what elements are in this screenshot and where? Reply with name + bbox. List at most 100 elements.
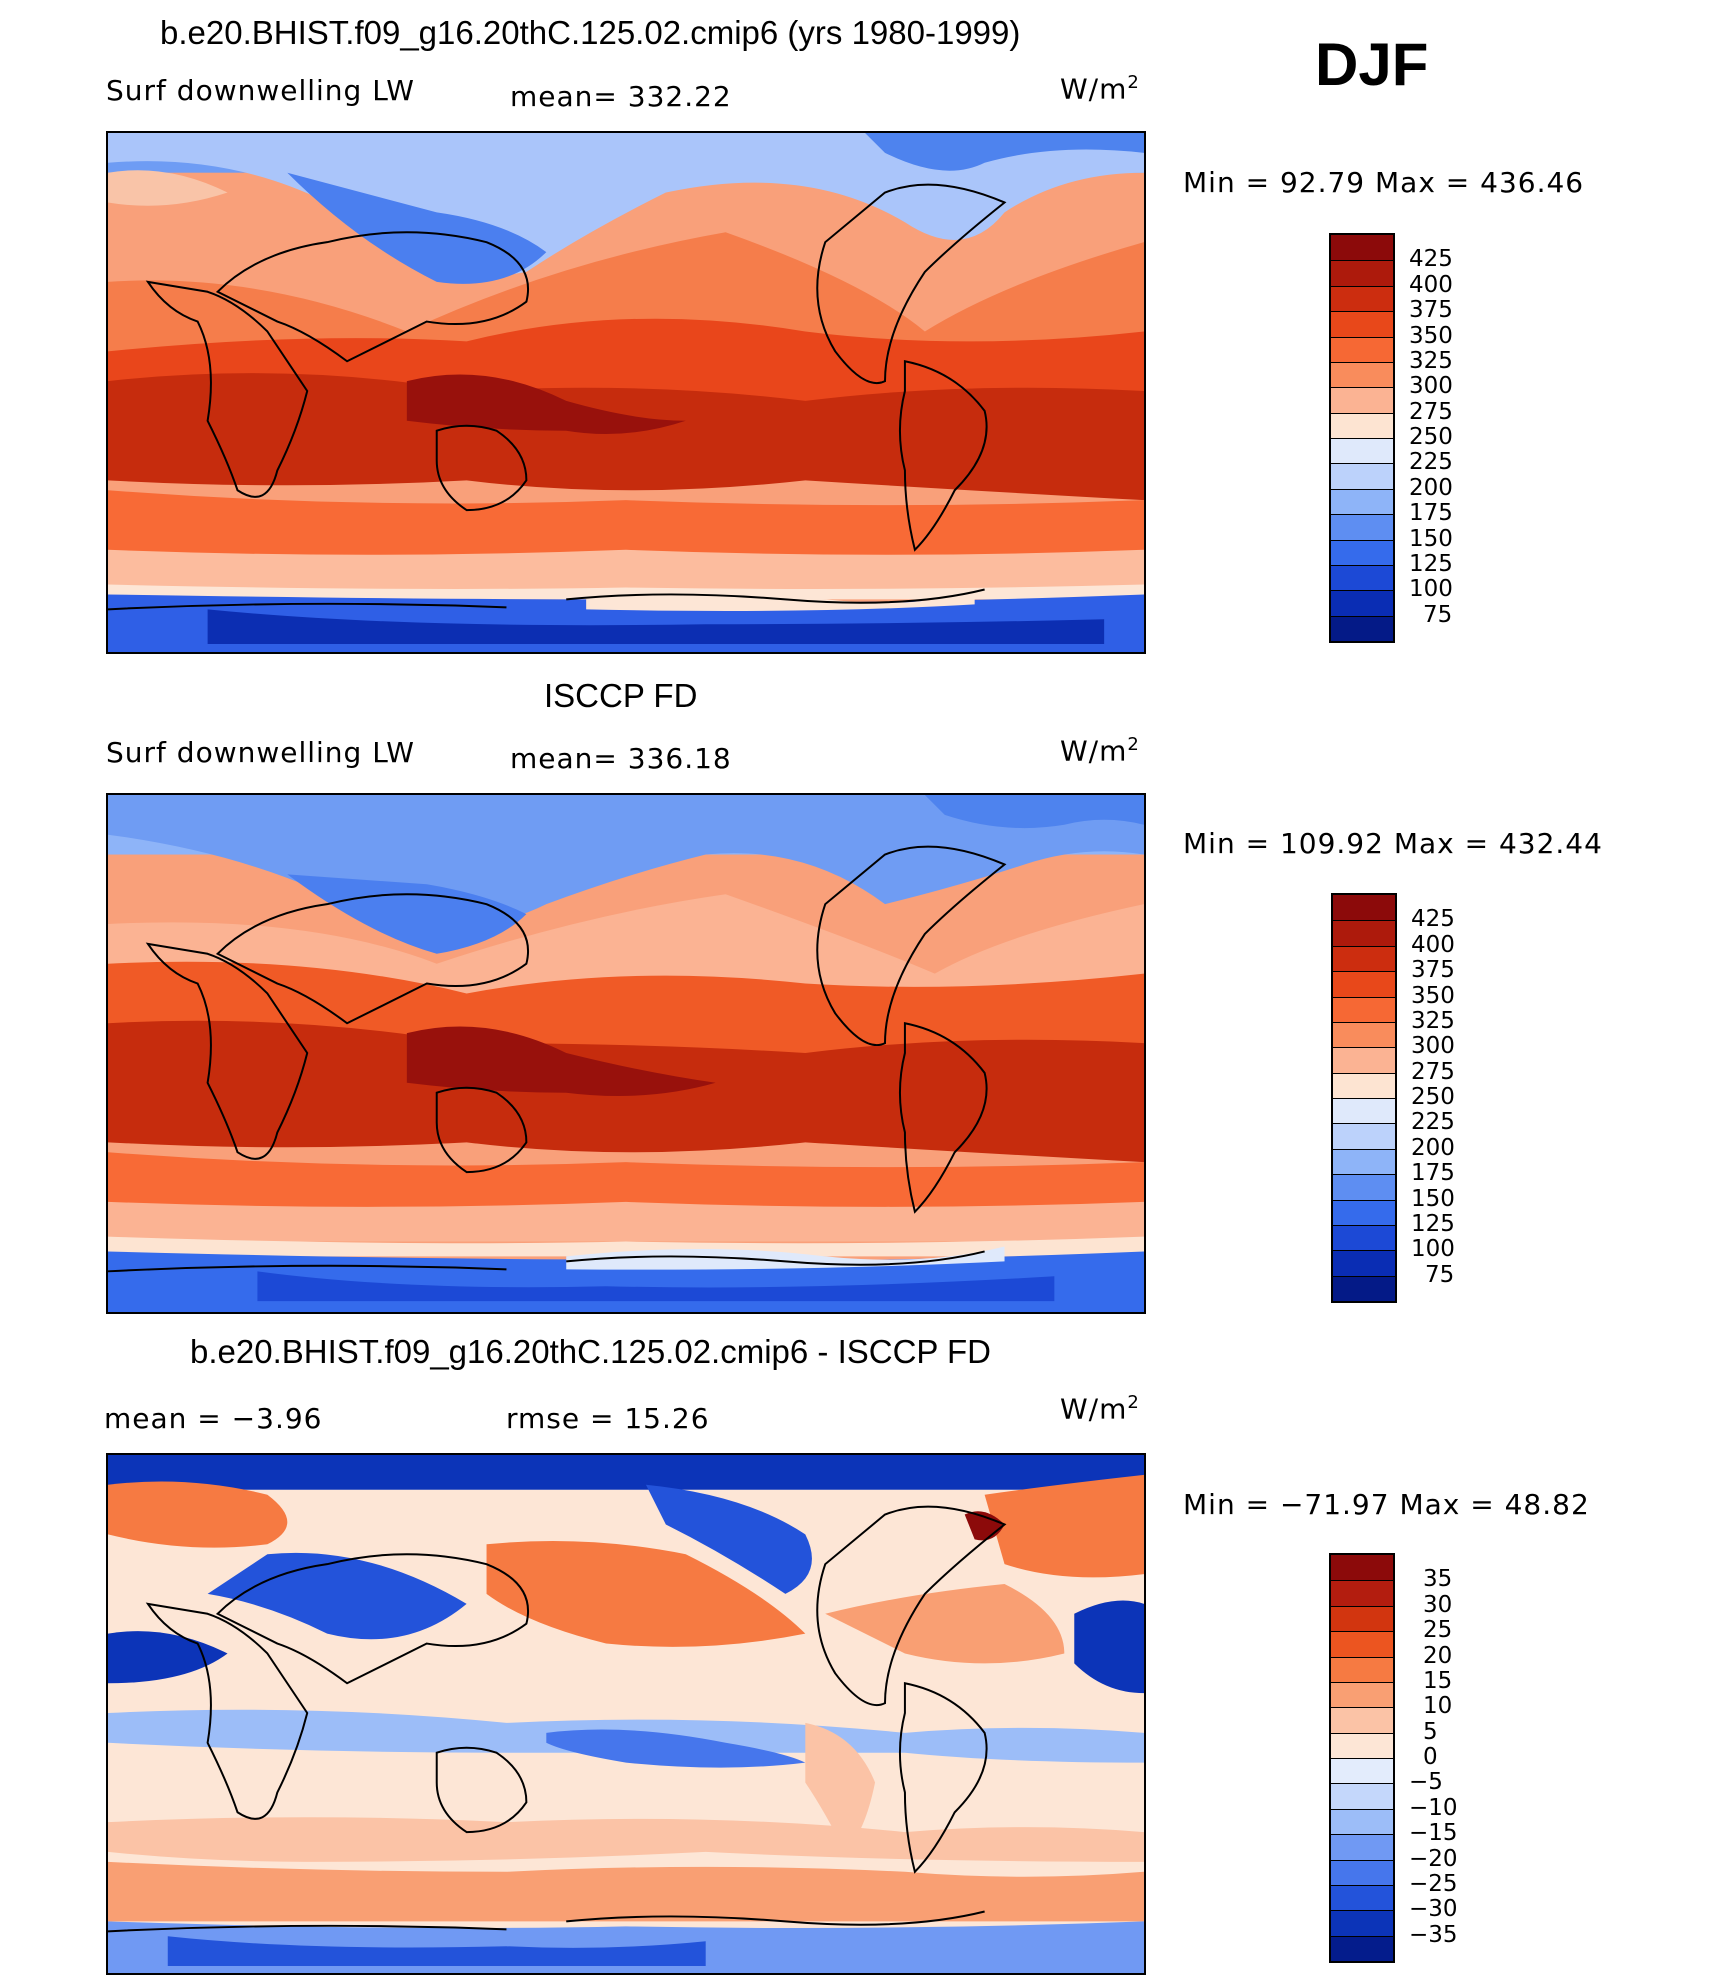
- colorbar-swatch: [1331, 488, 1393, 515]
- colorbar-tick-label: 75: [1425, 1261, 1455, 1288]
- colorbar-tick-label: 125: [1409, 550, 1453, 577]
- map-panel-diff: [106, 1453, 1146, 1975]
- colorbar-swatch: [1331, 387, 1393, 413]
- colorbar-swatch: [1331, 1707, 1393, 1733]
- colorbar-swatch: [1333, 945, 1395, 972]
- colorbar-tick-label: 150: [1411, 1185, 1455, 1212]
- world-map-obs: [108, 795, 1144, 1312]
- colorbar-tick-label: −15: [1409, 1820, 1458, 1847]
- colorbar-swatch: [1331, 235, 1393, 261]
- colorbar-tick-label: 250: [1411, 1084, 1455, 1110]
- colorbar-swatch: [1331, 1732, 1393, 1758]
- colorbar-swatch: [1331, 311, 1393, 337]
- colorbar-swatch: [1333, 1098, 1395, 1124]
- colorbar-swatch: [1333, 1047, 1395, 1073]
- colorbar-swatch: [1331, 1834, 1393, 1860]
- minmax-label-model: Min = 92.79 Max = 436.46: [1183, 166, 1585, 199]
- colorbar-tick-label: 175: [1409, 500, 1453, 527]
- colorbar-tick-label: 25: [1423, 1617, 1453, 1644]
- units-label-model: W/m2: [1060, 72, 1140, 106]
- colorbar-obs: [1331, 893, 1397, 1303]
- panel-title-obs: ISCCP FD: [544, 677, 698, 714]
- colorbar-tick-label: 100: [1409, 576, 1453, 603]
- colorbar-tick-label: 5: [1423, 1718, 1438, 1745]
- colorbar-tick-label: −20: [1409, 1845, 1458, 1872]
- colorbar-swatch: [1331, 1808, 1393, 1835]
- colorbar-swatch: [1333, 996, 1395, 1022]
- colorbar-swatch: [1331, 1910, 1393, 1936]
- colorbar-tick-label: 150: [1409, 525, 1453, 552]
- season-label: DJF: [1315, 31, 1429, 98]
- rmse-label-diff: rmse = 15.26: [506, 1402, 710, 1435]
- colorbar-swatch: [1331, 463, 1393, 489]
- colorbar-diff: [1329, 1553, 1395, 1963]
- colorbar-tick-label: 125: [1411, 1210, 1455, 1237]
- colorbar-swatch: [1331, 590, 1393, 616]
- colorbar-tick-label: 30: [1423, 1591, 1453, 1618]
- colorbar-swatch: [1331, 438, 1393, 464]
- colorbar-tick-label: −10: [1409, 1794, 1458, 1821]
- colorbar-tick-label: 10: [1423, 1693, 1453, 1720]
- colorbar-tick-label: 35: [1423, 1566, 1453, 1593]
- colorbar-swatch: [1333, 1072, 1395, 1098]
- colorbar-swatch: [1333, 971, 1395, 997]
- colorbar-tick-label: 200: [1409, 474, 1453, 501]
- colorbar-swatch: [1331, 1884, 1393, 1911]
- colorbar-swatch: [1331, 412, 1393, 438]
- colorbar-tick-label: 425: [1409, 246, 1453, 273]
- world-map-model: [108, 133, 1144, 652]
- colorbar-swatch: [1331, 1631, 1393, 1657]
- colorbar-tick-label: 300: [1409, 373, 1453, 400]
- colorbar-tick-label: 75: [1423, 601, 1453, 628]
- colorbar-swatch: [1331, 260, 1393, 286]
- colorbar-swatch: [1333, 1224, 1395, 1251]
- colorbar-tick-label: 400: [1411, 931, 1455, 958]
- colorbar-tick-label: −25: [1409, 1870, 1458, 1897]
- colorbar-swatch: [1331, 336, 1393, 362]
- colorbar-swatch: [1331, 564, 1393, 591]
- colorbar-tick-label: 250: [1409, 424, 1453, 450]
- colorbar-tick-label: −35: [1409, 1921, 1458, 1948]
- colorbar-tick-label: 325: [1409, 347, 1453, 374]
- colorbar-swatch: [1333, 1148, 1395, 1175]
- mean-label-obs: mean= 336.18: [510, 742, 732, 775]
- colorbar-tick-label: 375: [1411, 957, 1455, 984]
- colorbar-swatch: [1333, 920, 1395, 946]
- colorbar-tick-label: 175: [1411, 1160, 1455, 1187]
- colorbar-swatch: [1333, 1275, 1395, 1301]
- colorbar-swatch: [1331, 361, 1393, 388]
- colorbar-tick-label: 425: [1411, 906, 1455, 933]
- colorbar-model: [1329, 233, 1395, 643]
- units-label-diff: W/m2: [1060, 1392, 1140, 1426]
- colorbar-swatch: [1331, 514, 1393, 540]
- colorbar-swatch: [1331, 1783, 1393, 1809]
- map-panel-model: [106, 131, 1146, 654]
- colorbar-swatch: [1333, 1199, 1395, 1225]
- world-map-diff: [108, 1455, 1144, 1973]
- colorbar-swatch: [1331, 615, 1393, 641]
- colorbar-swatch: [1331, 1656, 1393, 1682]
- colorbar-tick-label: 15: [1423, 1667, 1453, 1694]
- colorbar-swatch: [1331, 1859, 1393, 1885]
- colorbar-tick-label: 350: [1409, 322, 1453, 349]
- colorbar-swatch: [1333, 1174, 1395, 1200]
- colorbar-swatch: [1333, 1021, 1395, 1048]
- colorbar-swatch: [1333, 1123, 1395, 1149]
- mean-label-model: mean= 332.22: [510, 80, 732, 113]
- variable-label-model: Surf downwelling LW: [106, 74, 415, 107]
- colorbar-swatch: [1331, 539, 1393, 565]
- colorbar-tick-label: 275: [1409, 398, 1453, 425]
- units-label-obs: W/m2: [1060, 734, 1140, 768]
- colorbar-tick-label: 400: [1409, 271, 1453, 298]
- mean-label-diff: mean = −3.96: [104, 1402, 323, 1435]
- colorbar-swatch: [1331, 1555, 1393, 1581]
- colorbar-swatch: [1331, 1758, 1393, 1784]
- colorbar-tick-label: 20: [1423, 1642, 1453, 1669]
- colorbar-swatch: [1331, 285, 1393, 312]
- panel-title-model: b.e20.BHIST.f09_g16.20thC.125.02.cmip6 (…: [160, 14, 1021, 51]
- colorbar-swatch: [1331, 1935, 1393, 1961]
- minmax-label-diff: Min = −71.97 Max = 48.82: [1183, 1488, 1590, 1521]
- panel-title-diff: b.e20.BHIST.f09_g16.20thC.125.02.cmip6 -…: [190, 1333, 991, 1370]
- minmax-label-obs: Min = 109.92 Max = 432.44: [1183, 827, 1603, 860]
- variable-label-obs: Surf downwelling LW: [106, 736, 415, 769]
